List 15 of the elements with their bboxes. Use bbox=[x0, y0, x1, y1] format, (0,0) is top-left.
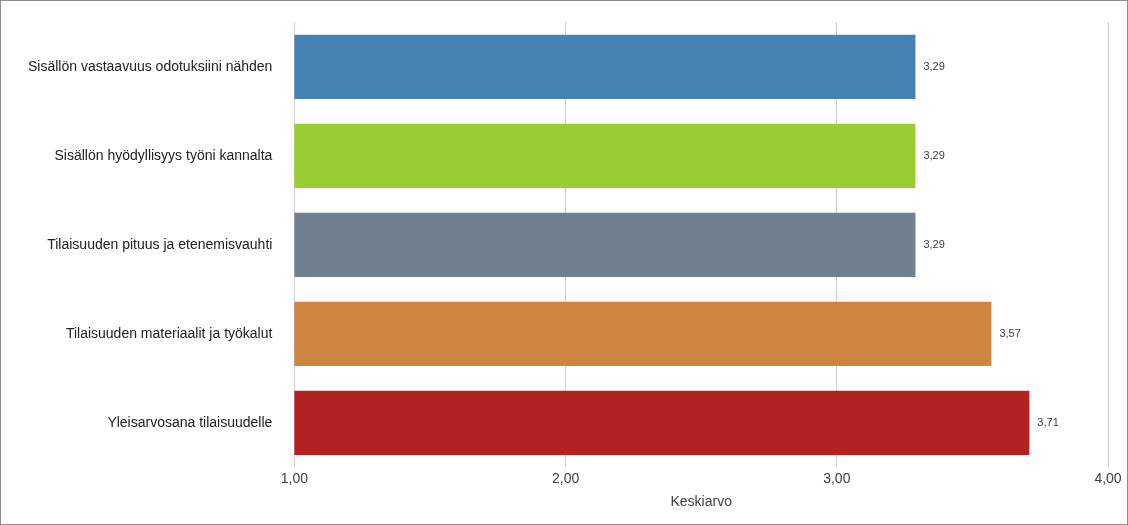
x-tick-label: 3,00 bbox=[823, 469, 851, 486]
y-tick-label: Tilaisuuden materiaalit ja työkalut bbox=[65, 324, 273, 341]
data-label: 3,29 bbox=[923, 59, 945, 72]
y-tick-label: Tilaisuuden pituus ja etenemisvauhti bbox=[47, 235, 273, 252]
data-label: 3,57 bbox=[999, 326, 1021, 339]
data-label: 3,29 bbox=[923, 237, 945, 250]
x-tick-label: 2,00 bbox=[551, 469, 580, 486]
x-axis-title: Keskiarvo bbox=[670, 493, 733, 510]
y-tick-label: Sisällön hyödyllisyys työni kannalta bbox=[54, 146, 273, 163]
x-tick-label: 4,00 bbox=[1094, 469, 1122, 486]
data-label: 3,71 bbox=[1037, 415, 1059, 428]
x-tick-label: 1,00 bbox=[280, 469, 309, 486]
y-tick-label: Sisällön vastaavuus odotuksiini nähden bbox=[27, 57, 273, 74]
data-label: 3,29 bbox=[923, 148, 945, 161]
y-tick-label: Yleisarvosana tilaisuudelle bbox=[107, 413, 273, 430]
